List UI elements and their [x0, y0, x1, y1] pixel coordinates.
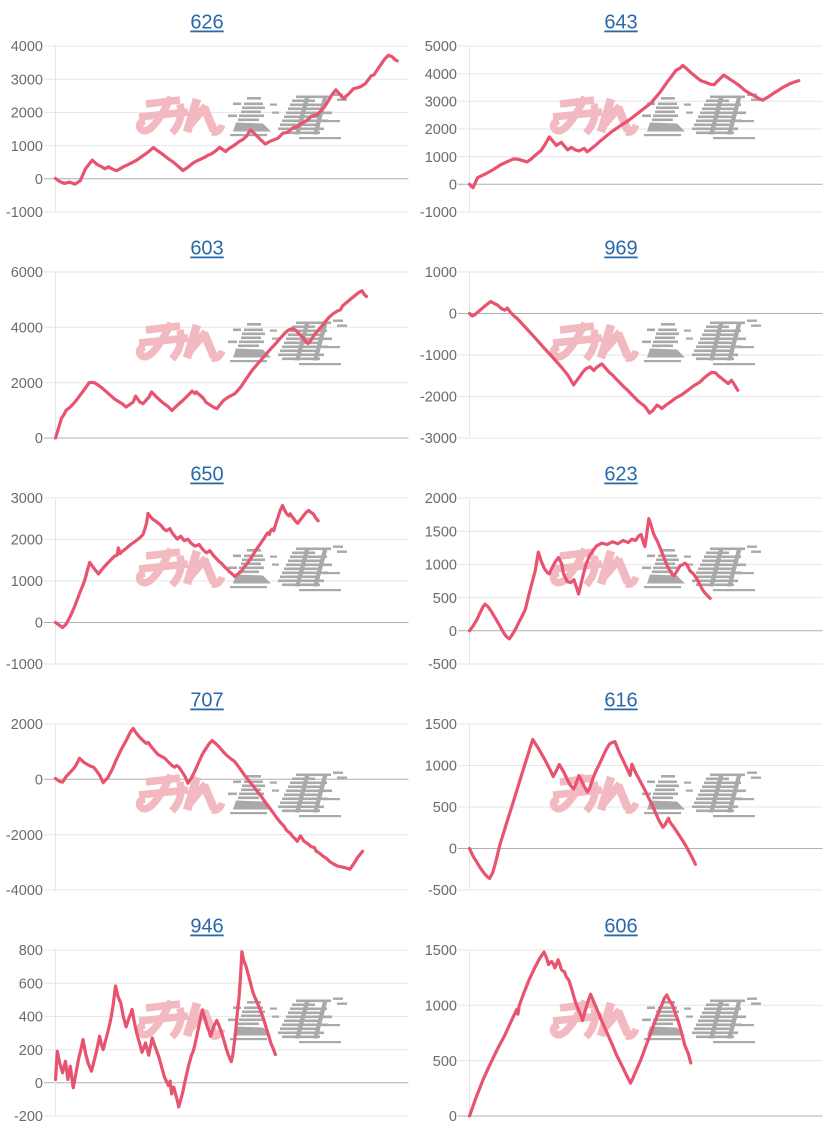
- svg-text:969: 969: [604, 238, 637, 260]
- svg-text:1500: 1500: [425, 524, 457, 540]
- svg-text:0: 0: [449, 842, 457, 858]
- svg-text:3000: 3000: [11, 72, 43, 88]
- svg-text:500: 500: [433, 1054, 457, 1070]
- svg-text:4000: 4000: [425, 67, 457, 83]
- svg-text:603: 603: [190, 238, 223, 260]
- svg-text:2000: 2000: [11, 106, 43, 122]
- svg-text:616: 616: [604, 690, 637, 712]
- svg-text:2000: 2000: [425, 122, 457, 138]
- svg-text:-500: -500: [428, 657, 457, 673]
- svg-text:3000: 3000: [425, 95, 457, 111]
- svg-text:1000: 1000: [425, 150, 457, 166]
- svg-text:6000: 6000: [11, 265, 43, 281]
- svg-text:-500: -500: [428, 883, 457, 899]
- svg-text:1000: 1000: [425, 999, 457, 1015]
- svg-text:4000: 4000: [11, 321, 43, 337]
- svg-text:2000: 2000: [11, 376, 43, 392]
- svg-text:5000: 5000: [425, 39, 457, 55]
- svg-text:-200: -200: [14, 1109, 43, 1125]
- svg-text:-2000: -2000: [420, 390, 457, 406]
- svg-text:3000: 3000: [11, 491, 43, 507]
- svg-text:0: 0: [35, 431, 43, 447]
- svg-text:1000: 1000: [425, 558, 457, 574]
- svg-text:643: 643: [604, 12, 637, 34]
- svg-text:-2000: -2000: [6, 828, 43, 844]
- svg-text:-3000: -3000: [420, 431, 457, 447]
- svg-text:707: 707: [190, 690, 223, 712]
- svg-text:0: 0: [35, 1076, 43, 1092]
- svg-text:623: 623: [604, 464, 637, 486]
- svg-text:0: 0: [449, 178, 457, 194]
- svg-text:0: 0: [35, 172, 43, 188]
- svg-text:-1000: -1000: [6, 657, 43, 673]
- svg-text:946: 946: [190, 916, 223, 938]
- svg-text:650: 650: [190, 464, 223, 486]
- svg-text:1000: 1000: [425, 759, 457, 775]
- svg-text:2000: 2000: [11, 533, 43, 549]
- svg-text:0: 0: [35, 616, 43, 632]
- svg-text:1000: 1000: [11, 574, 43, 590]
- svg-text:-1000: -1000: [420, 348, 457, 364]
- svg-text:4000: 4000: [11, 39, 43, 55]
- svg-text:600: 600: [19, 976, 43, 992]
- svg-text:400: 400: [19, 1010, 43, 1026]
- svg-text:2000: 2000: [425, 491, 457, 507]
- svg-text:0: 0: [35, 773, 43, 789]
- svg-text:1000: 1000: [425, 265, 457, 281]
- svg-text:2000: 2000: [11, 717, 43, 733]
- svg-text:0: 0: [449, 624, 457, 640]
- svg-text:-1000: -1000: [6, 205, 43, 221]
- svg-text:-1000: -1000: [420, 205, 457, 221]
- svg-text:800: 800: [19, 943, 43, 959]
- svg-text:1500: 1500: [425, 717, 457, 733]
- svg-text:0: 0: [449, 307, 457, 323]
- svg-text:0: 0: [449, 1109, 457, 1125]
- svg-text:500: 500: [433, 800, 457, 816]
- svg-text:-4000: -4000: [6, 883, 43, 899]
- svg-text:200: 200: [19, 1043, 43, 1059]
- svg-text:1500: 1500: [425, 943, 457, 959]
- svg-text:626: 626: [190, 12, 223, 34]
- svg-text:606: 606: [604, 916, 637, 938]
- svg-text:1000: 1000: [11, 139, 43, 155]
- svg-text:500: 500: [433, 591, 457, 607]
